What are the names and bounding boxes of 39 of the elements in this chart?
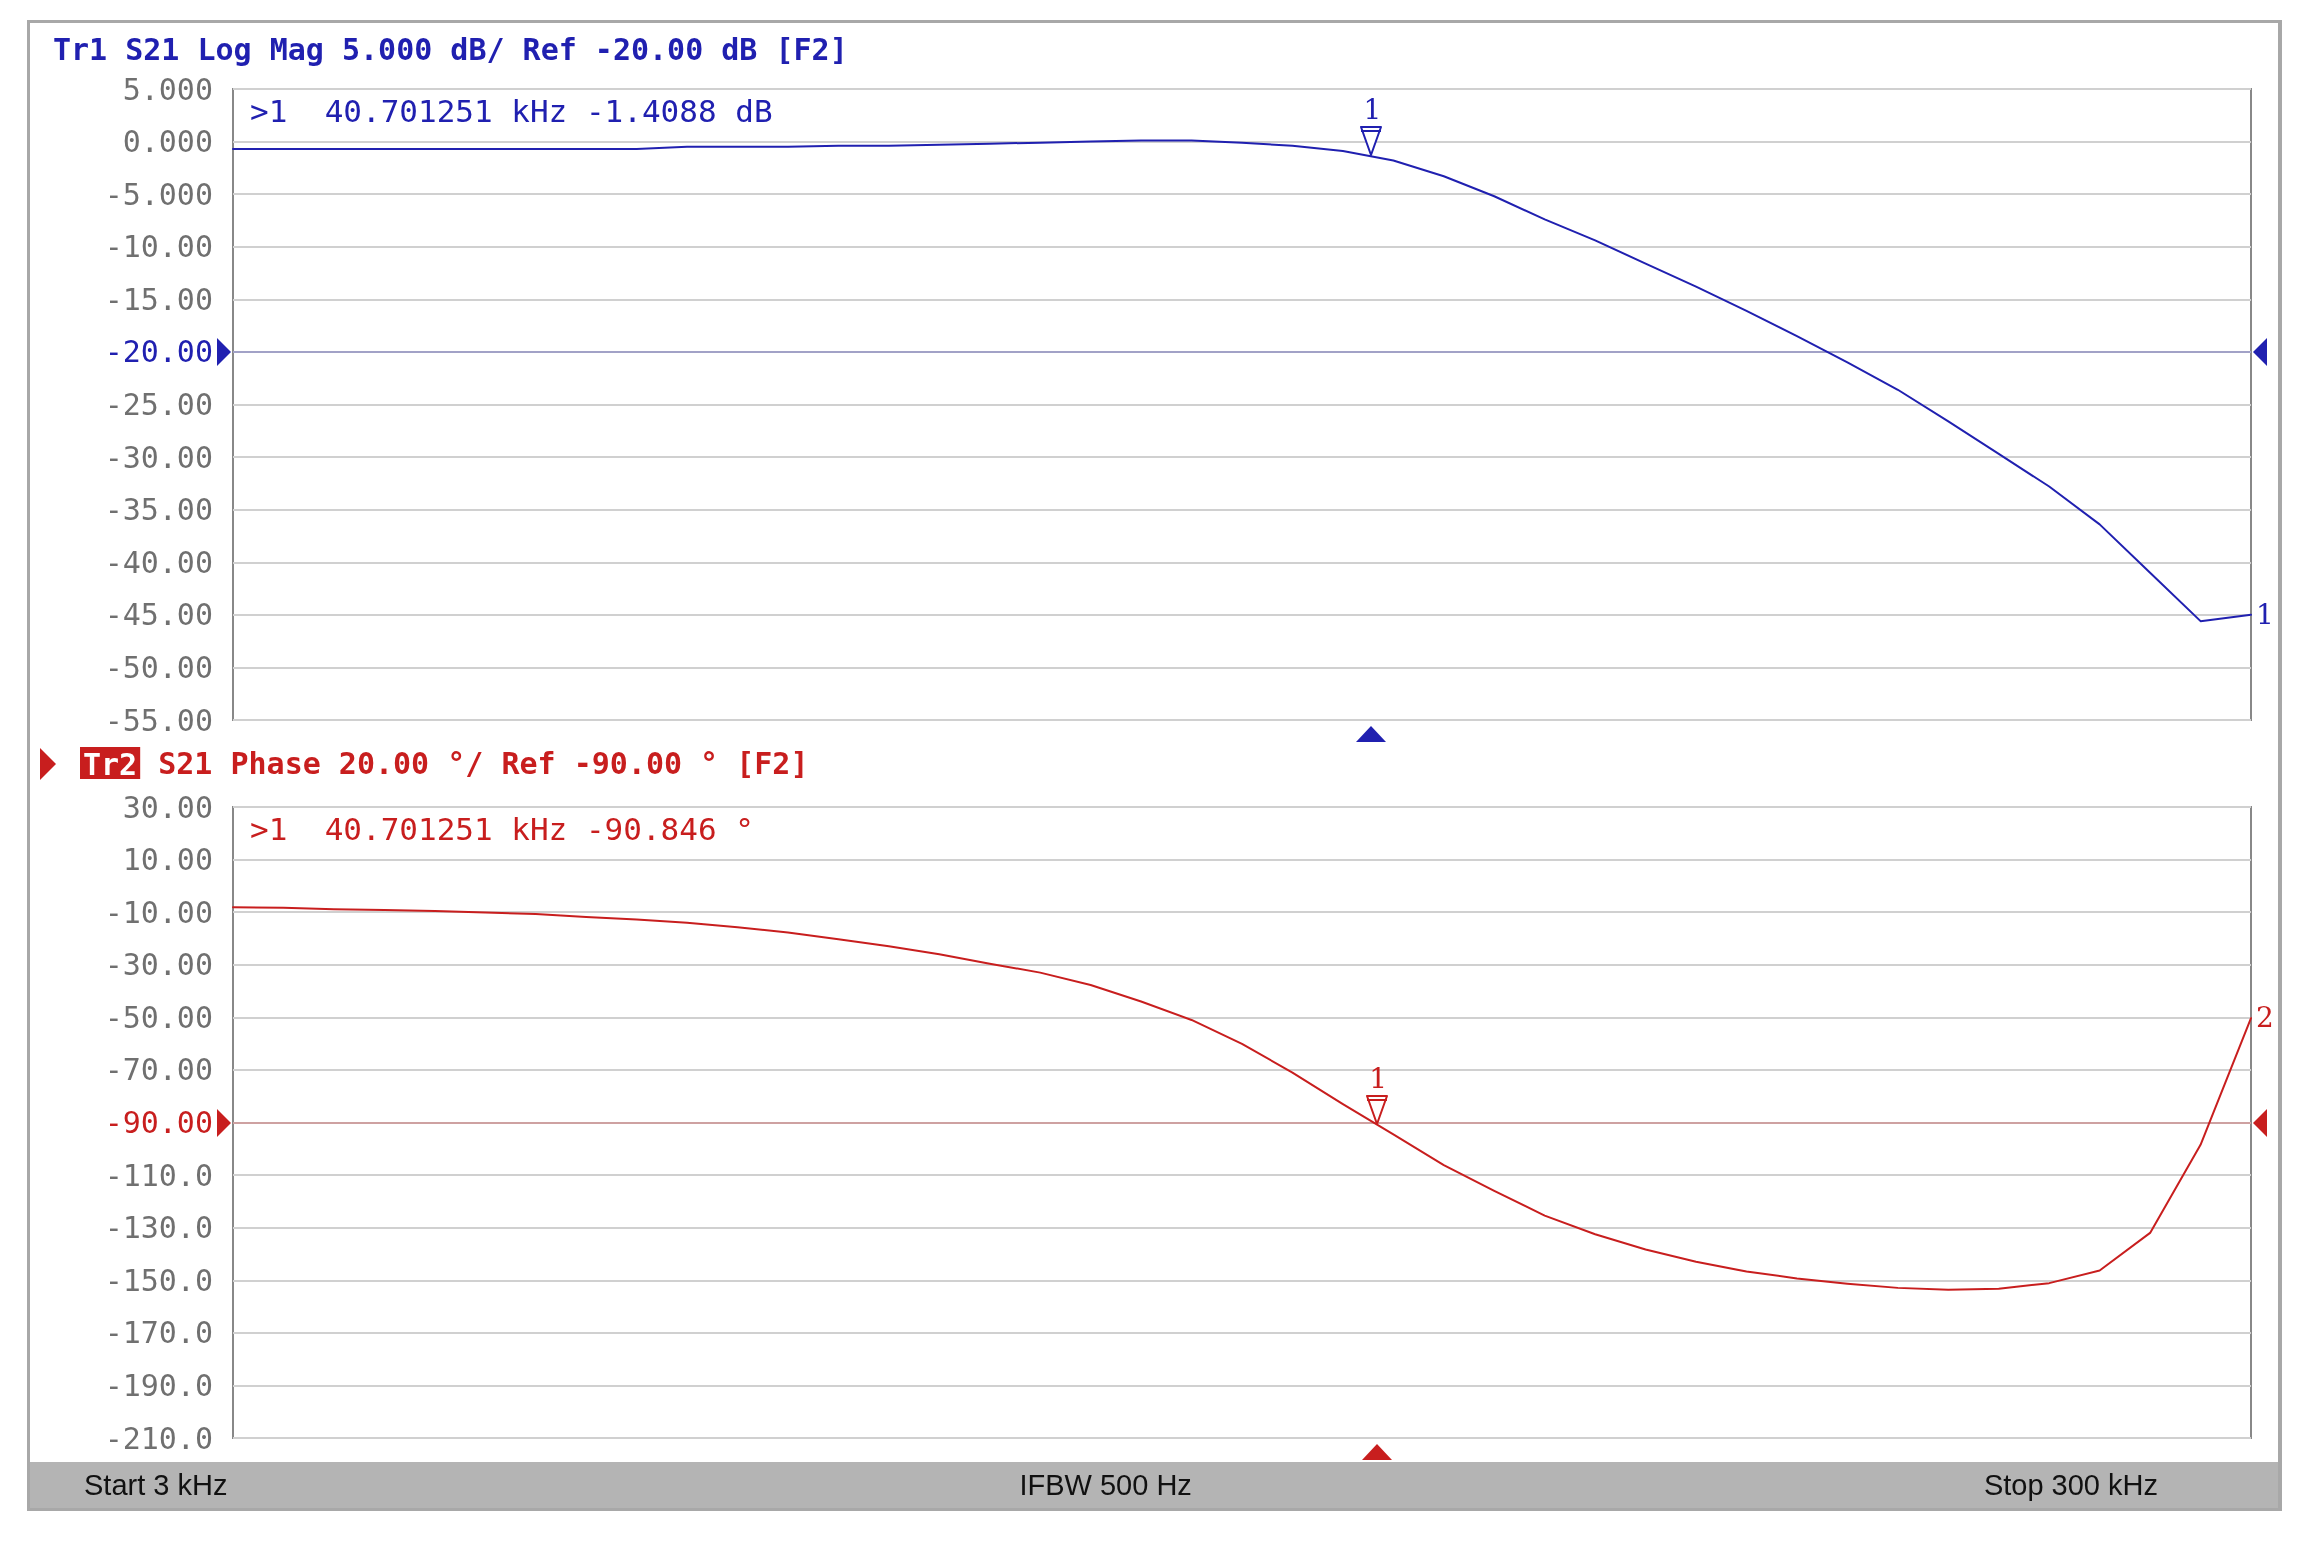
text: Stop 300 kHz: [1983, 1468, 2158, 1502]
y-tick-label: -130.0: [104, 1210, 213, 1246]
y-tick-label: -5.000: [104, 176, 213, 212]
y-tick-label: -55.00: [104, 702, 213, 738]
line-series: [232, 906, 2252, 1291]
y-tick-label: -35.00: [104, 492, 213, 528]
y-tick-label: -10.00: [104, 894, 213, 930]
y-tick-label: -50.00: [104, 999, 213, 1035]
y-tick-label: -190.0: [104, 1367, 213, 1403]
y-tick-label: -20.00: [104, 334, 213, 370]
y-tick-label: -10.00: [104, 229, 213, 265]
y-tick-label: -15.00: [104, 281, 213, 317]
y-tick-label: 30.00: [122, 789, 213, 825]
y-tick-label: -25.00: [104, 387, 213, 422]
y-tick-label: -50.00: [104, 649, 213, 685]
y-tick-label: -70.00: [104, 1052, 213, 1088]
y-tick-label: -170.0: [104, 1315, 213, 1351]
text: Start 3 kHz: [84, 1468, 228, 1502]
y-tick-label: 10.00: [122, 842, 213, 878]
y-tick-label: -90.00: [104, 1105, 213, 1140]
line-series: [232, 139, 2252, 623]
y-tick-label: -210.0: [104, 1420, 213, 1456]
y-tick-label: -40.00: [104, 544, 213, 580]
y-tick-label: -30.00: [104, 947, 213, 983]
y-tick-label: -110.0: [104, 1157, 213, 1193]
chart-title: Tr1 S21 Log Mag 5.000 dB/ Ref -20.00 dB [F2]: [53, 31, 848, 67]
chart-title: Tr2 S21 Phase 20.00 °/ Ref -90.00 ° [F2]: [83, 745, 809, 782]
annotation: 1: [1363, 93, 1382, 127]
y-tick-label: -150.0: [104, 1262, 213, 1298]
y-tick-label: 0.000: [122, 124, 213, 160]
annotation: >1 40.701251 kHz -90.846 °: [250, 811, 754, 847]
y-tick-label: 5.000: [122, 71, 213, 107]
text: IFBW 500 Hz: [1019, 1468, 1192, 1502]
annotation: >1 40.701251 kHz -1.4088 dB: [250, 93, 773, 129]
y-tick-label: -30.00: [104, 439, 213, 475]
y-tick-label: -45.00: [104, 597, 213, 633]
text: 2: [2256, 1001, 2274, 1035]
text: 1: [2256, 597, 2274, 631]
annotation: 1: [1369, 1061, 1388, 1095]
